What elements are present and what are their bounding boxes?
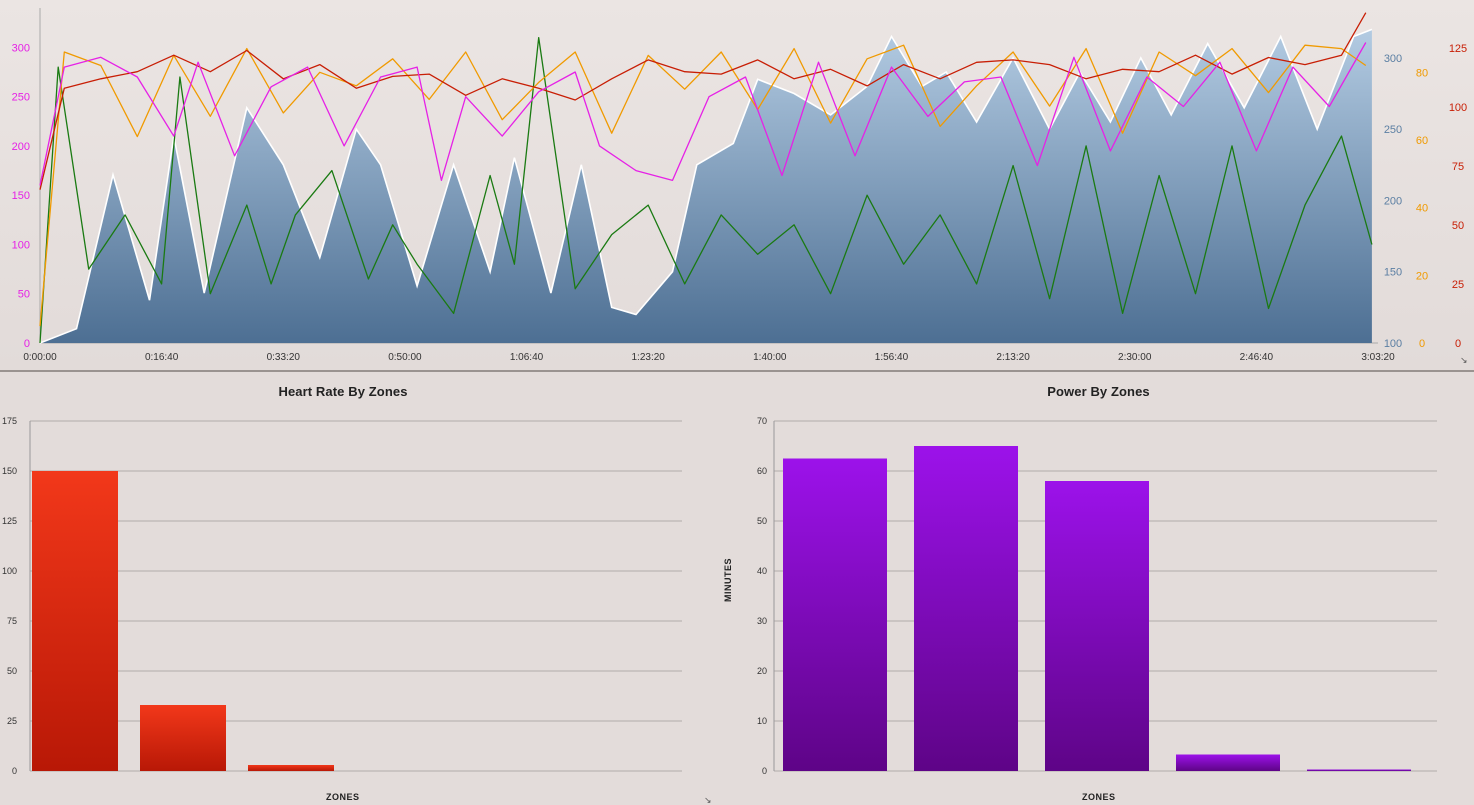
power-zones-chart: Power By Zones 0 10 20 30 40 50 60 70 MINUTES Z… bbox=[723, 372, 1474, 805]
y-tick-label: 60 bbox=[757, 466, 767, 476]
ride-timeline-chart: 0:00:00 0:16:40 0:33:20 0:50:00 1:06:40 1:23:… bbox=[0, 0, 1474, 372]
right-orange-tick-label: 40 bbox=[1416, 203, 1428, 215]
y-tick-label: 50 bbox=[757, 516, 767, 526]
right-red-tick-label: 0 bbox=[1455, 338, 1461, 350]
left-axis-tick-label: 50 bbox=[18, 289, 30, 301]
right-orange-tick-label: 20 bbox=[1416, 270, 1428, 282]
chart-title: Heart Rate By Zones bbox=[278, 384, 408, 399]
right-red-tick-label: 25 bbox=[1452, 279, 1464, 291]
right-blue-tick-label: 150 bbox=[1384, 267, 1402, 279]
red-line-series bbox=[39, 12, 1367, 190]
left-axis-tick-label: 200 bbox=[12, 141, 30, 153]
left-axis-tick-label: 300 bbox=[12, 42, 30, 54]
hr-zones-svg: 0 25 50 75 100 125 150 175 bbox=[2, 416, 682, 776]
y-tick-label: 40 bbox=[757, 566, 767, 576]
green-line-series bbox=[39, 36, 1373, 344]
x-tick-label: 0:50:00 bbox=[388, 352, 422, 363]
right-blue-tick-label: 200 bbox=[1384, 195, 1402, 207]
timeline-svg: 0:00:00 0:16:40 0:33:20 0:50:00 1:06:40 1:23:… bbox=[12, 8, 1467, 363]
right-red-tick-label: 125 bbox=[1449, 43, 1467, 55]
y-tick-label: 10 bbox=[757, 716, 767, 726]
bar bbox=[248, 765, 334, 771]
y-tick-label: 175 bbox=[2, 416, 17, 426]
right-blue-tick-label: 250 bbox=[1384, 124, 1402, 136]
bar bbox=[32, 471, 118, 771]
y-tick-label: 125 bbox=[2, 516, 17, 526]
bar bbox=[140, 705, 226, 771]
x-tick-label: 2:30:00 bbox=[1118, 352, 1152, 363]
resize-grip-icon[interactable]: ↘ bbox=[704, 795, 712, 805]
resize-grip-icon[interactable]: ↘ bbox=[1460, 355, 1468, 365]
x-tick-label: 2:46:40 bbox=[1240, 352, 1274, 363]
right-red-tick-label: 50 bbox=[1452, 220, 1464, 232]
y-tick-label: 25 bbox=[7, 716, 17, 726]
y-tick-label: 0 bbox=[12, 766, 17, 776]
right-orange-tick-label: 60 bbox=[1416, 135, 1428, 147]
y-tick-label: 0 bbox=[762, 766, 767, 776]
bar bbox=[1045, 481, 1149, 771]
y-tick-label: 150 bbox=[2, 466, 17, 476]
y-tick-label: 75 bbox=[7, 616, 17, 626]
bar bbox=[1307, 769, 1411, 771]
right-orange-tick-label: 0 bbox=[1419, 338, 1425, 350]
x-tick-label: 2:13:20 bbox=[996, 352, 1030, 363]
bar bbox=[783, 458, 887, 771]
left-axis-tick-label: 100 bbox=[12, 239, 30, 251]
x-tick-label: 0:16:40 bbox=[145, 352, 179, 363]
x-axis-label: ZONES bbox=[1082, 792, 1116, 802]
x-tick-label: 0:00:00 bbox=[23, 352, 57, 363]
x-tick-label: 1:40:00 bbox=[753, 352, 787, 363]
y-tick-label: 70 bbox=[757, 416, 767, 426]
left-axis-tick-label: 0 bbox=[24, 338, 30, 350]
x-tick-label: 1:06:40 bbox=[510, 352, 544, 363]
left-axis-tick-label: 250 bbox=[12, 92, 30, 104]
x-tick-label: 0:33:20 bbox=[267, 352, 301, 363]
heart-rate-zones-chart: Heart Rate By Zones 0 25 50 75 100 125 150 175 … bbox=[0, 372, 737, 805]
power-zones-svg: 0 10 20 30 40 50 60 70 bbox=[757, 416, 1437, 776]
x-tick-label: 1:56:40 bbox=[875, 352, 909, 363]
bar bbox=[914, 446, 1018, 771]
left-axis-tick-label: 150 bbox=[12, 190, 30, 202]
right-orange-tick-label: 80 bbox=[1416, 67, 1428, 79]
x-tick-label: 1:23:20 bbox=[631, 352, 665, 363]
speed-line-series bbox=[39, 28, 1373, 344]
x-axis-label: ZONES bbox=[326, 792, 360, 802]
chart-title: Power By Zones bbox=[1047, 384, 1150, 399]
orange-line-series bbox=[39, 44, 1367, 327]
right-blue-tick-label: 100 bbox=[1384, 338, 1402, 350]
right-red-tick-label: 100 bbox=[1449, 102, 1467, 114]
right-blue-tick-label: 300 bbox=[1384, 53, 1402, 65]
x-tick-label: 3:03:20 bbox=[1361, 352, 1395, 363]
y-tick-label: 30 bbox=[757, 616, 767, 626]
speed-area-series bbox=[40, 29, 1372, 344]
y-tick-label: 50 bbox=[7, 666, 17, 676]
magenta-line-series bbox=[39, 42, 1367, 186]
bar bbox=[1176, 754, 1280, 771]
y-tick-label: 20 bbox=[757, 666, 767, 676]
y-axis-label: MINUTES bbox=[723, 558, 733, 602]
y-tick-label: 100 bbox=[2, 566, 17, 576]
right-red-tick-label: 75 bbox=[1452, 161, 1464, 173]
